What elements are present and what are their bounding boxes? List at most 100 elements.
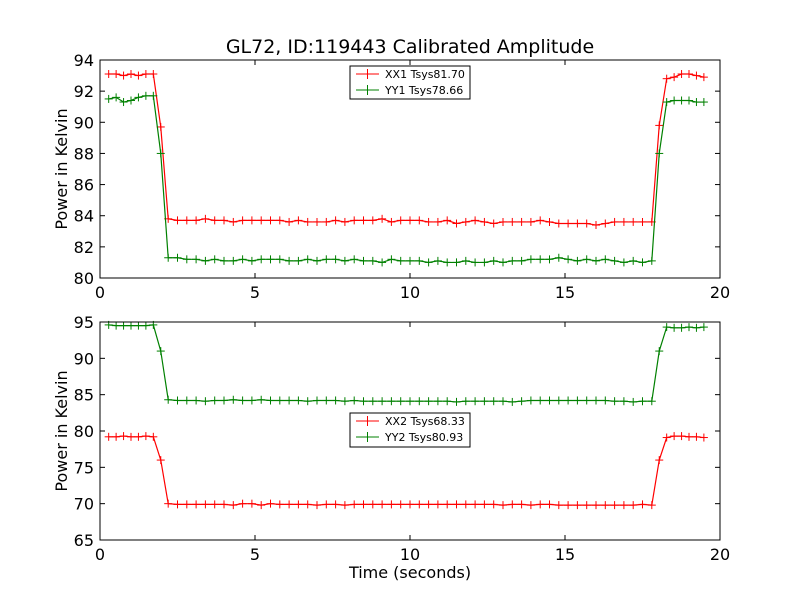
data-point-xx2 (149, 432, 158, 441)
y-tick-label: 70 (74, 495, 94, 514)
x-tick-label: 10 (400, 545, 420, 564)
data-point-xx1 (662, 74, 671, 83)
data-point-yy1 (601, 255, 610, 264)
data-point-yy2 (127, 321, 135, 330)
data-point-xx2 (610, 501, 619, 510)
data-point-yy1 (275, 255, 284, 264)
data-point-xx1 (182, 216, 191, 225)
data-point-yy1 (443, 258, 452, 267)
data-point-xx2 (257, 501, 266, 510)
data-point-yy1 (104, 94, 113, 103)
bottom-y-axis-label: Power in Kelvin (52, 370, 71, 491)
data-point-yy1 (164, 253, 173, 262)
data-point-xx1 (489, 219, 498, 228)
data-point-yy1 (424, 258, 433, 267)
data-point-yy1 (247, 256, 256, 265)
y-tick-label: 95 (74, 313, 94, 332)
data-point-xx2 (424, 500, 433, 509)
data-point-yy2 (461, 397, 470, 406)
data-point-xx2 (285, 500, 294, 509)
data-point-xx2 (156, 456, 165, 465)
data-point-yy2 (536, 396, 545, 405)
data-point-xx2 (266, 499, 275, 508)
data-point-yy2 (141, 321, 150, 330)
data-point-yy2 (387, 397, 396, 406)
data-point-yy2 (134, 321, 143, 330)
y-tick-label: 86 (74, 176, 94, 195)
data-point-yy1 (303, 255, 312, 264)
data-point-xx1 (313, 217, 321, 226)
data-point-xx1 (619, 217, 628, 226)
data-point-yy1 (173, 253, 182, 262)
data-point-yy2 (526, 396, 535, 405)
data-point-yy2 (655, 347, 664, 356)
data-point-yy1 (322, 255, 331, 264)
data-point-xx2 (173, 500, 182, 509)
data-point-xx1 (368, 216, 377, 225)
chart-title: GL72, ID:119443 Calibrated Amplitude (226, 36, 594, 58)
data-point-yy1 (313, 256, 321, 265)
data-point-yy2 (303, 397, 312, 406)
data-point-yy1 (350, 255, 359, 264)
data-point-yy1 (670, 96, 679, 105)
data-point-xx2 (322, 500, 331, 509)
bottom-legend-label-yy2: YY2 Tsys80.93 (384, 431, 463, 444)
data-point-yy2 (699, 323, 708, 332)
data-point-xx2 (220, 500, 228, 509)
data-point-xx2 (387, 500, 396, 509)
data-point-yy2 (257, 395, 266, 404)
data-point-xx1 (173, 216, 182, 225)
data-point-xx2 (238, 499, 247, 508)
data-point-yy1 (340, 256, 349, 265)
data-point-yy1 (655, 149, 664, 158)
data-point-yy2 (517, 397, 526, 406)
y-tick-label: 80 (74, 422, 94, 441)
data-point-xx1 (699, 73, 708, 82)
data-point-xx1 (499, 217, 507, 226)
data-point-xx2 (619, 501, 628, 510)
data-point-yy1 (452, 258, 461, 267)
data-point-yy2 (285, 396, 294, 405)
series-line-yy1 (108, 95, 704, 264)
data-point-xx2 (192, 500, 201, 509)
data-point-xx1 (508, 217, 517, 226)
data-point-xx2 (294, 500, 303, 509)
data-point-xx2 (471, 500, 480, 509)
data-point-xx1 (545, 217, 554, 226)
data-point-xx1 (229, 217, 238, 226)
data-point-xx1 (156, 122, 165, 131)
data-point-yy2 (156, 347, 165, 356)
data-point-xx2 (141, 432, 150, 441)
y-tick-label: 75 (74, 458, 94, 477)
y-tick-label: 85 (74, 386, 94, 405)
data-point-xx2 (499, 501, 507, 510)
data-point-yy1 (564, 255, 573, 264)
data-point-xx1 (387, 217, 396, 226)
data-point-yy2 (201, 397, 210, 406)
data-point-yy2 (692, 323, 701, 332)
data-point-yy2 (610, 397, 619, 406)
data-point-xx1 (340, 217, 349, 226)
data-point-yy2 (443, 397, 452, 406)
data-point-xx1 (104, 70, 113, 79)
top-panel: 0 5 10 15 20 80 82 84 86 88 90 92 94 Power in Kelvi… (52, 51, 730, 302)
data-point-yy2 (294, 396, 303, 405)
data-point-yy1 (285, 256, 294, 265)
data-point-xx1 (526, 217, 535, 226)
data-point-xx1 (517, 217, 526, 226)
data-point-yy2 (573, 396, 582, 405)
data-point-yy1 (220, 256, 228, 265)
data-point-xx1 (592, 221, 600, 230)
data-point-yy2 (452, 397, 461, 406)
data-point-xx1 (127, 70, 135, 79)
x-tick-label: 5 (250, 545, 260, 564)
data-point-xx2 (508, 500, 517, 509)
data-point-yy1 (134, 93, 143, 102)
data-point-xx1 (275, 216, 284, 225)
data-point-xx2 (699, 433, 708, 442)
data-point-yy2 (350, 396, 359, 405)
data-point-yy1 (294, 256, 303, 265)
data-point-xx2 (638, 500, 647, 509)
y-tick-label: 84 (74, 207, 94, 226)
data-point-yy2 (629, 397, 638, 406)
